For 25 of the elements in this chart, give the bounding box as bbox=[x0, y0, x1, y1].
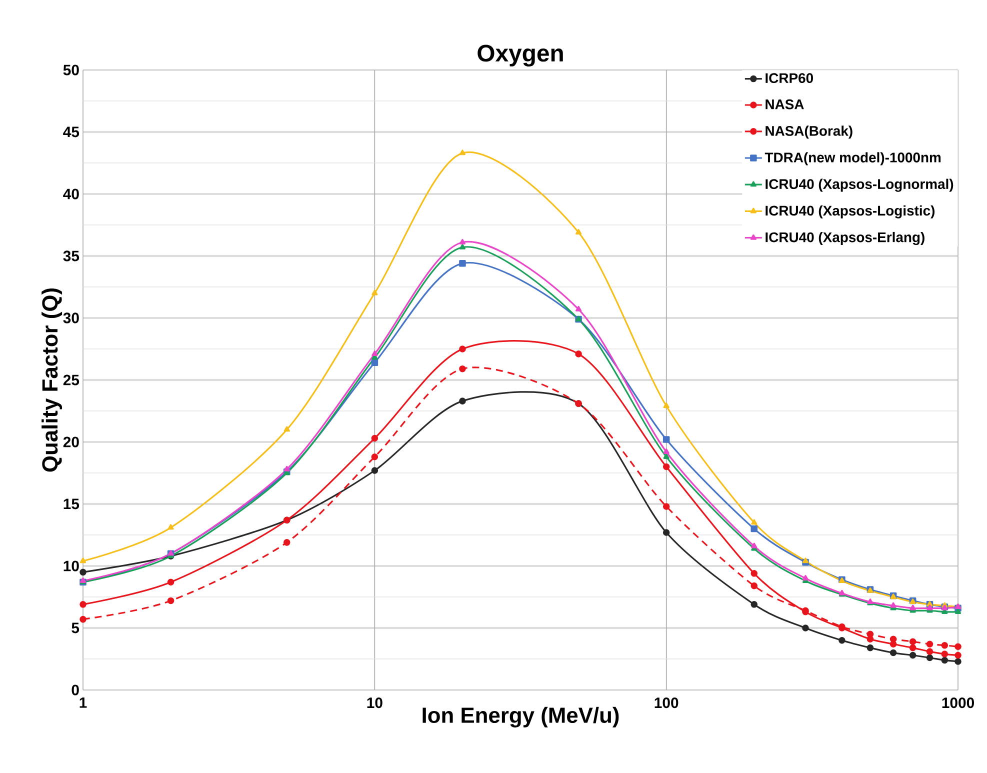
legend-label: TDRA(new model)-1000nm bbox=[764, 152, 941, 166]
y-tick-label: 45 bbox=[63, 126, 80, 138]
chart-title: Oxygen bbox=[478, 44, 563, 66]
x-tick-label: 1000 bbox=[942, 698, 974, 708]
x-tick-label: 100 bbox=[654, 698, 678, 708]
legend-label: ICRU40 (Xapsos-Logistic) bbox=[766, 205, 935, 218]
y-tick-label: 25 bbox=[63, 374, 80, 386]
y-tick-label: 20 bbox=[63, 436, 79, 448]
x-tick-label: 10 bbox=[367, 698, 382, 708]
legend-label: ICRU40 (Xapsos-Lognormal) bbox=[766, 178, 954, 192]
y-tick-label: 10 bbox=[64, 560, 79, 572]
y-axis-title: Quality Factor (Q) bbox=[42, 288, 62, 472]
x-axis-title: Ion Energy (MeV/u) bbox=[422, 706, 619, 728]
y-tick-label: 0 bbox=[72, 684, 79, 696]
y-tick-label: 5 bbox=[72, 622, 80, 634]
y-tick-label: 30 bbox=[63, 312, 79, 324]
y-tick-label: 50 bbox=[63, 64, 79, 76]
legend-label: NASA bbox=[766, 99, 804, 110]
y-tick-label: 35 bbox=[63, 250, 80, 262]
legend-label: NASA(Borak) bbox=[766, 126, 852, 139]
legend-label: ICRU40 (Xapsos-Erlang) bbox=[766, 232, 924, 246]
legend-label: ICRP60 bbox=[766, 73, 813, 84]
y-tick-label: 15 bbox=[64, 498, 80, 510]
y-tick-label: 40 bbox=[63, 188, 79, 200]
x-tick-label: 1 bbox=[80, 698, 87, 708]
